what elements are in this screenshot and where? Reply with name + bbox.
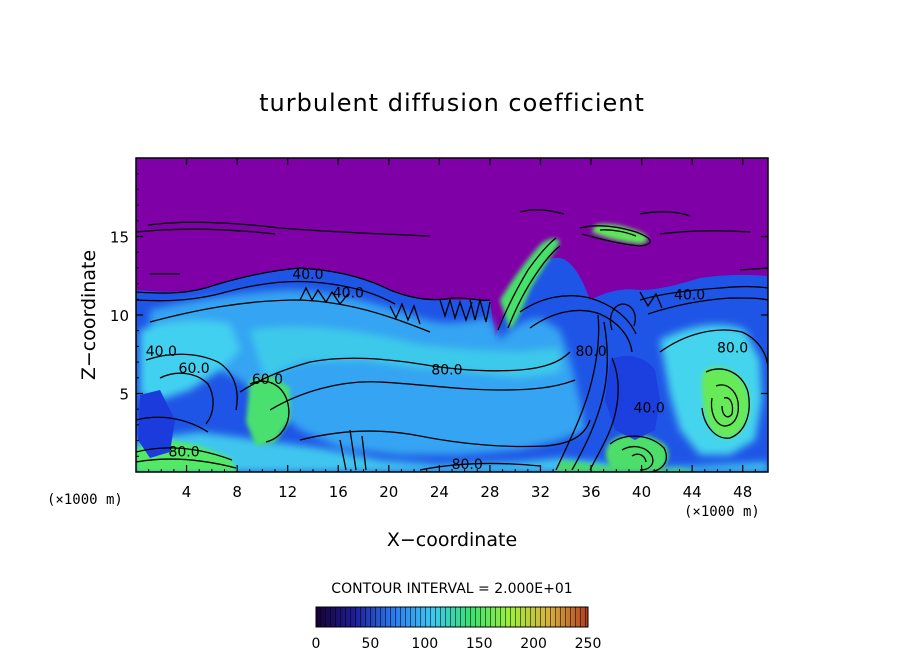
x-tick-label: 16	[329, 483, 348, 501]
colorbar-stripes	[316, 607, 588, 627]
x-tick-label: 44	[683, 483, 702, 501]
contour-label: 40.0	[146, 344, 177, 360]
contour-label: 40.0	[292, 267, 323, 283]
y-tick-label: 10	[110, 307, 129, 325]
y-tick-label: 5	[119, 386, 129, 404]
contour-label: 60.0	[179, 361, 210, 377]
colorbar: 0 50 100 150 200 250	[312, 606, 602, 652]
colorbar-tick-label: 250	[575, 636, 602, 652]
contour-label: 80.0	[431, 363, 462, 379]
x-tick-label: 28	[480, 483, 499, 501]
region-bottom-band	[136, 432, 768, 472]
x-unit-label-right: (×1000 m)	[684, 504, 760, 520]
x-unit-label-left: (×1000 m)	[47, 492, 123, 508]
contour-label: 40.0	[674, 287, 705, 303]
x-tick-label: 8	[232, 483, 242, 501]
y-axis: 5 10 15	[110, 173, 768, 457]
region-green-upper	[592, 223, 648, 244]
colorbar-tick-label: 200	[520, 636, 547, 652]
colorbar-frame	[315, 606, 589, 628]
x-tick-label: 48	[733, 483, 752, 501]
x-tick-label: 20	[379, 483, 398, 501]
contour-label: 80.0	[168, 444, 199, 460]
colorbar-tick-label: 100	[411, 636, 438, 652]
contour-lines	[136, 209, 768, 472]
region-green-left	[246, 376, 290, 446]
x-axis-label: X−coordinate	[387, 529, 517, 551]
colorbar-tick-label: 150	[466, 636, 493, 652]
colorbar-tick-label: 50	[361, 636, 379, 652]
region-green-band	[556, 460, 700, 472]
plot-area: 40.0 40.0 40.0 40.0 40.0 80.0 80.0 80.0 80.0 80.0…	[135, 157, 769, 473]
colorbar-ticks: 0 50 100 150 200 250	[312, 636, 602, 652]
contour-label: 40.0	[333, 286, 364, 302]
x-tick-label: 12	[278, 483, 297, 501]
x-axis: 4 8 12 16 20 24 28 32 36 40 44 48	[148, 158, 756, 501]
region-darkblue-center	[605, 355, 660, 440]
contour-label: 40.0	[634, 400, 665, 416]
y-tick-label: 15	[110, 229, 129, 247]
x-tick-label: 40	[632, 483, 651, 501]
contour-label: 80.0	[717, 341, 748, 357]
region-cyan-lower	[250, 326, 560, 378]
contour-label: 60.0	[252, 372, 283, 388]
contour-label: 80.0	[452, 457, 483, 473]
contour-label: 80.0	[575, 344, 606, 360]
colorbar-tick-label: 0	[312, 636, 321, 652]
contour-interval-label: CONTOUR INTERVAL = 2.000E+01	[331, 581, 572, 597]
x-tick-label: 4	[182, 483, 192, 501]
x-tick-label: 32	[531, 483, 550, 501]
x-tick-label: 24	[430, 483, 449, 501]
contour-labels: 40.0 40.0 40.0 40.0 40.0 80.0 80.0 80.0 80.0 80.0…	[146, 267, 748, 473]
y-axis-label: Z−coordinate	[78, 250, 100, 380]
region-green-eddy	[701, 367, 750, 439]
x-tick-label: 36	[581, 483, 600, 501]
region-darkblue-left	[138, 390, 175, 458]
region-cyan-left	[140, 320, 240, 400]
chart-title: turbulent diffusion coefficient	[259, 89, 645, 117]
